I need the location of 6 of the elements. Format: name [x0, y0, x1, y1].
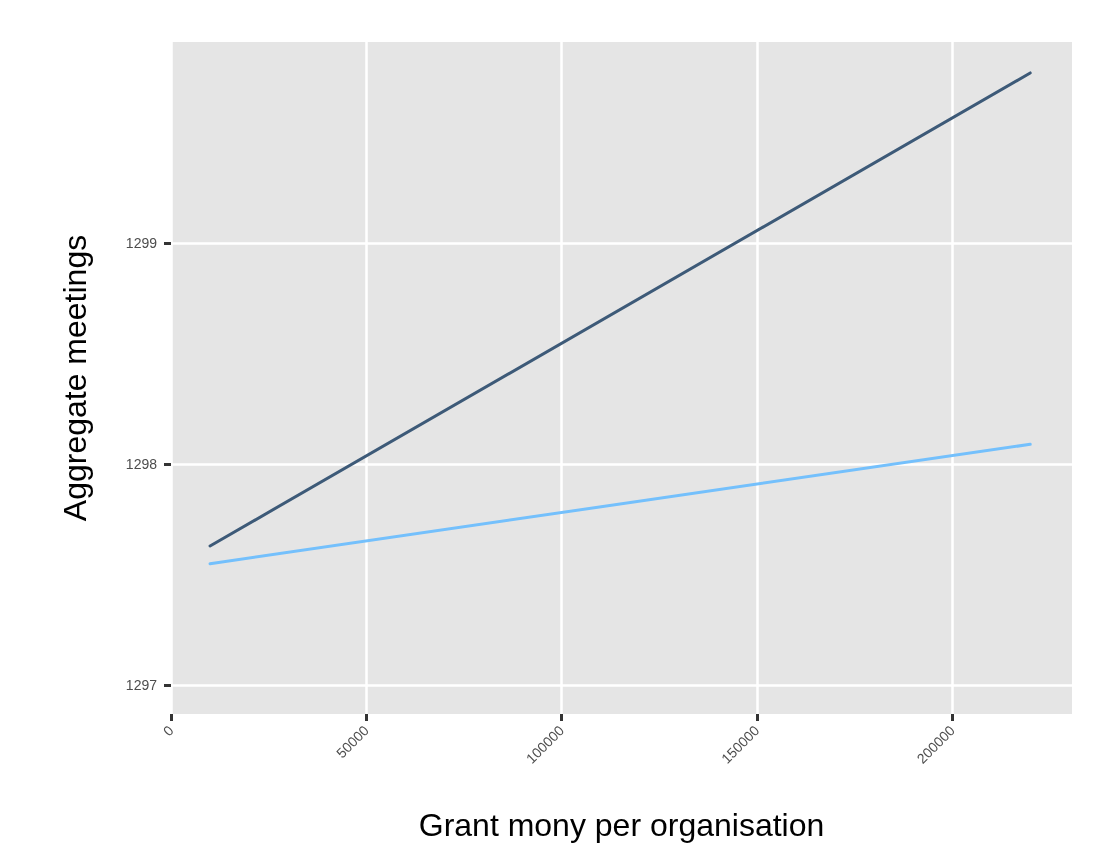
y-tick-label: 1297: [125, 677, 158, 694]
y-tick-label: 1299: [125, 235, 158, 252]
y-tick-label: 1298: [125, 456, 158, 473]
x-axis-title: Grant mony per organisation: [418, 807, 825, 843]
x-tick-label: 0: [159, 722, 177, 740]
y-axis-title: Aggregate meetings: [57, 234, 93, 522]
